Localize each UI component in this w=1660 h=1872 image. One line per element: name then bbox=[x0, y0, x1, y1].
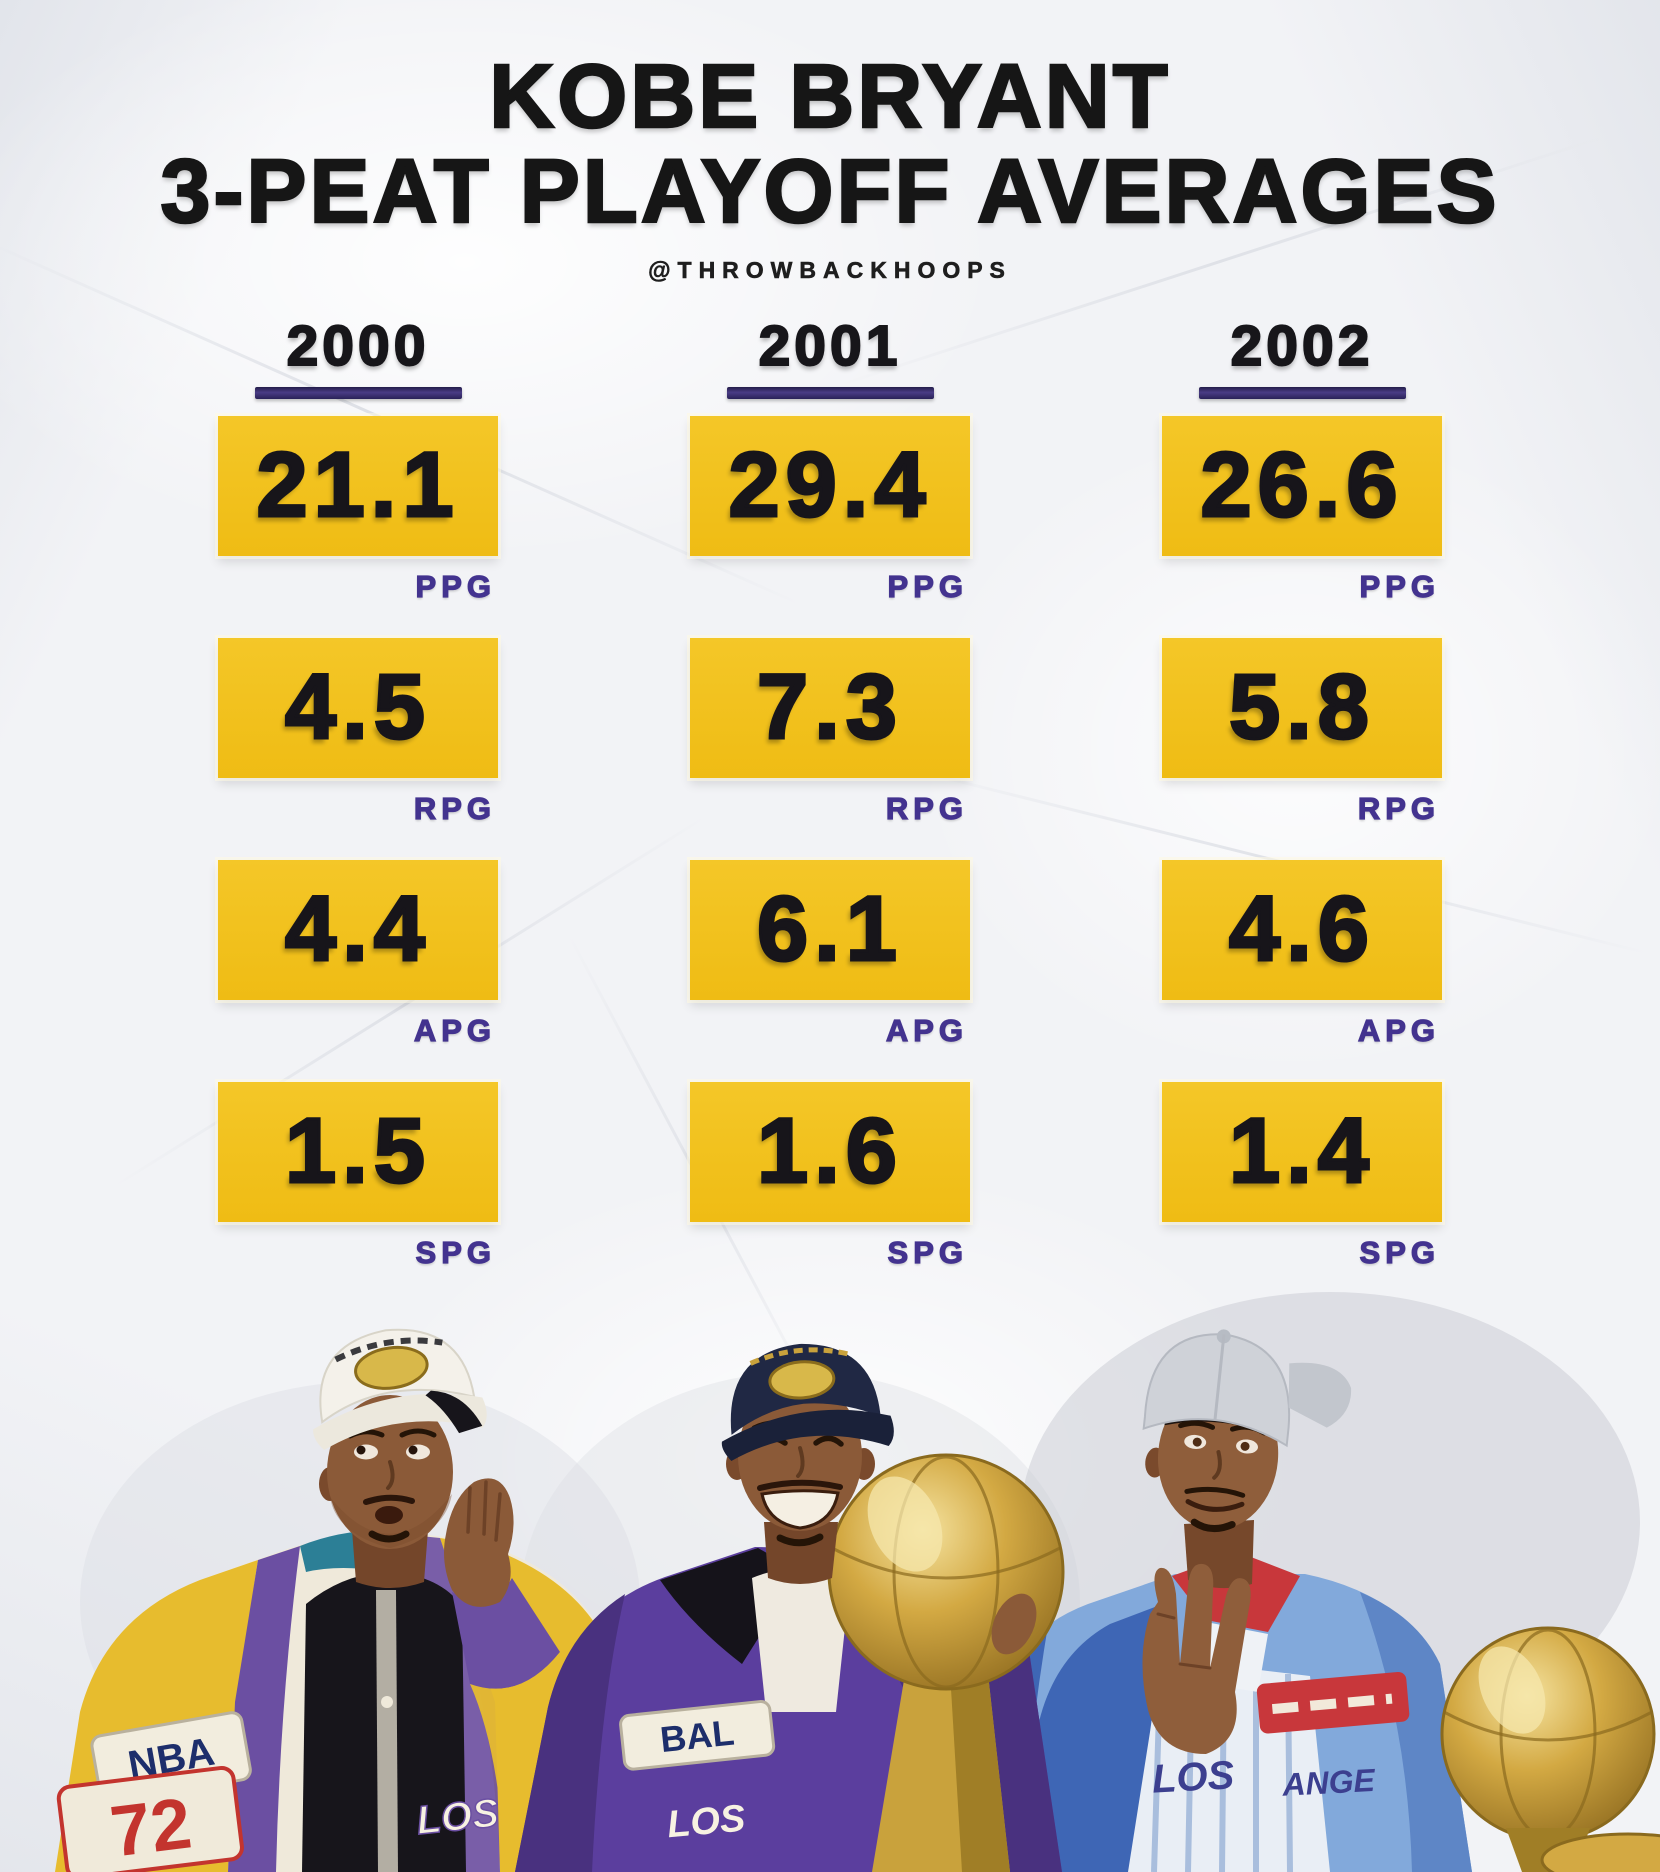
jacket-script-text: LOS bbox=[665, 1798, 746, 1847]
photo-collage: NBA 72 LOS bbox=[55, 1292, 1660, 1872]
year-column-2000: 2000 21.1 PPG 4.5 RPG 4.4 APG 1.5 SPG bbox=[218, 313, 498, 1270]
stat-cell: 1.6 SPG bbox=[690, 1081, 970, 1270]
year-header: 2000 bbox=[286, 313, 430, 378]
stat-label: SPG bbox=[1359, 1234, 1440, 1270]
year-header: 2001 bbox=[758, 313, 902, 378]
stat-value-box: 1.5 bbox=[218, 1081, 498, 1222]
stat-cell: 5.8 RPG bbox=[1162, 637, 1442, 826]
trophy-icon bbox=[1440, 1626, 1660, 1872]
stat-value-box: 4.5 bbox=[218, 637, 498, 778]
stat-label: SPG bbox=[887, 1234, 968, 1270]
stat-value-box: 1.4 bbox=[1162, 1081, 1442, 1222]
chest-banner: LOS ANGE bbox=[1151, 1753, 1378, 1803]
stat-cell: 4.4 APG bbox=[218, 859, 498, 1048]
year-column-2001: 2001 29.4 PPG 7.3 RPG 6.1 APG 1.6 SPG bbox=[690, 313, 970, 1270]
white-champion-cap bbox=[313, 1328, 487, 1451]
photo-kobe-2001: BAL LOS bbox=[515, 1343, 1065, 1872]
stat-label: PPG bbox=[415, 568, 496, 604]
stat-label: PPG bbox=[887, 568, 968, 604]
three-fingers-hand bbox=[1142, 1563, 1251, 1754]
jacket-script-text: ANGE bbox=[1281, 1762, 1378, 1803]
year-underline bbox=[1198, 386, 1406, 399]
stat-value-box: 7.3 bbox=[690, 637, 970, 778]
stat-cell: 4.6 APG bbox=[1162, 859, 1442, 1048]
year-header: 2002 bbox=[1230, 313, 1374, 378]
hand-on-cheek bbox=[444, 1478, 514, 1607]
year-column-2002: 2002 26.6 PPG 5.8 RPG 4.6 APG 1.4 SPG bbox=[1162, 313, 1442, 1270]
photo-kobe-2000: NBA 72 LOS bbox=[55, 1328, 645, 1872]
jacket-patch-text: 72 bbox=[106, 1783, 195, 1872]
stat-cell: 1.4 SPG bbox=[1162, 1081, 1442, 1270]
stat-cell: 6.1 APG bbox=[690, 859, 970, 1048]
jacket-script-text: LOS bbox=[414, 1791, 501, 1843]
stat-label: SPG bbox=[415, 1234, 496, 1270]
page-title-line1: KOBE BRYANT bbox=[488, 47, 1171, 147]
stat-label: RPG bbox=[1357, 790, 1440, 826]
trophy-icon bbox=[827, 1453, 1065, 1872]
page-title-line2: 3-PEAT PLAYOFF AVERAGES bbox=[159, 142, 1500, 243]
year-underline bbox=[726, 386, 934, 399]
cap-logo bbox=[768, 1360, 836, 1400]
header: KOBE BRYANT 3-PEAT PLAYOFF AVERAGES @THR… bbox=[0, 0, 1660, 284]
stat-value-box: 6.1 bbox=[690, 859, 970, 1000]
red-jacket-patch bbox=[1256, 1671, 1410, 1734]
stat-label: RPG bbox=[413, 790, 496, 826]
jacket-patch-72: 72 bbox=[56, 1765, 244, 1872]
jacket-script-text: LOS bbox=[1151, 1753, 1236, 1801]
stat-value-box: 29.4 bbox=[690, 415, 970, 556]
cap-logo bbox=[354, 1345, 429, 1390]
stat-value-box: 5.8 bbox=[1162, 637, 1442, 778]
stat-label: APG bbox=[885, 1012, 968, 1048]
stat-label: RPG bbox=[885, 790, 968, 826]
stat-cell: 1.5 SPG bbox=[218, 1081, 498, 1270]
stats-grid: 2000 21.1 PPG 4.5 RPG 4.4 APG 1.5 SPG 20… bbox=[0, 313, 1660, 1270]
stat-cell: 29.4 PPG bbox=[690, 415, 970, 604]
stat-label: APG bbox=[413, 1012, 496, 1048]
stat-value-box: 4.6 bbox=[1162, 859, 1442, 1000]
grey-backwards-cap bbox=[1142, 1329, 1352, 1448]
stat-cell: 7.3 RPG bbox=[690, 637, 970, 826]
navy-champion-cap bbox=[721, 1343, 894, 1461]
stat-value-box: 21.1 bbox=[218, 415, 498, 556]
jacket-patch-bal: BAL bbox=[619, 1700, 776, 1771]
stat-label: PPG bbox=[1359, 568, 1440, 604]
stat-value-box: 1.6 bbox=[690, 1081, 970, 1222]
credit-handle: @THROWBACKHOOPS bbox=[648, 256, 1012, 283]
stat-cell: 4.5 RPG bbox=[218, 637, 498, 826]
stat-cell: 26.6 PPG bbox=[1162, 415, 1442, 604]
stat-value-box: 26.6 bbox=[1162, 415, 1442, 556]
stat-label: APG bbox=[1357, 1012, 1440, 1048]
stat-value-box: 4.4 bbox=[218, 859, 498, 1000]
stat-cell: 21.1 PPG bbox=[218, 415, 498, 604]
jacket-patch-text: BAL bbox=[658, 1712, 736, 1761]
year-underline bbox=[254, 386, 462, 399]
